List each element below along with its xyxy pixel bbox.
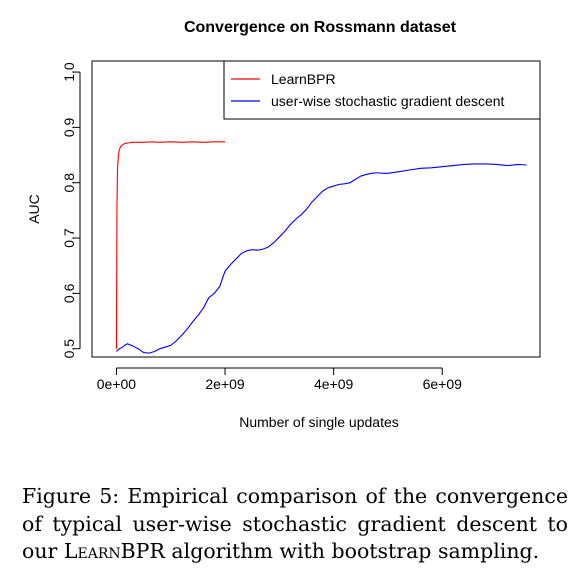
x-axis-label: Number of single updates xyxy=(239,414,399,430)
y-tick-label: 0.9 xyxy=(61,117,77,137)
y-tick-label: 0.7 xyxy=(61,228,77,248)
y-tick-label: 0.6 xyxy=(61,283,77,303)
x-axis: 0e+00 2e+09 4e+09 6e+09 xyxy=(97,367,463,392)
x-tick-label: 6e+09 xyxy=(423,376,463,392)
chart-title: Convergence on Rossmann dataset xyxy=(184,19,457,36)
legend-label: LearnBPR xyxy=(271,71,336,87)
legend-label: user-wise stochastic gradient descent xyxy=(271,93,505,109)
y-axis: 0.5 0.6 0.7 0.8 0.9 1.0 xyxy=(61,62,81,359)
legend-box xyxy=(223,60,541,120)
x-tick-label: 2e+09 xyxy=(205,376,245,392)
x-tick-label: 0e+00 xyxy=(97,376,137,392)
series-line-2 xyxy=(116,163,527,354)
y-tick-label: 1.0 xyxy=(61,62,77,82)
series-layer xyxy=(115,141,527,354)
legend: LearnBPR user-wise stochastic gradient de… xyxy=(223,60,541,120)
caption-algorithm-name: LearnBPR xyxy=(63,539,165,563)
figure-caption: Figure 5: Empirical comparison of the co… xyxy=(22,483,568,566)
caption-prefix: Figure 5: Empirical comparison of the co… xyxy=(22,484,568,563)
series-line-1 xyxy=(115,141,226,349)
caption-suffix: algorithm with bootstrap sampling. xyxy=(164,539,540,563)
convergence-chart: Convergence on Rossmann dataset 0.50.60.… xyxy=(26,19,541,430)
y-axis-label: AUC xyxy=(26,194,42,224)
y-tick-label: 0.8 xyxy=(61,173,77,193)
x-tick-label: 4e+09 xyxy=(314,376,354,392)
y-tick-label: 0.5 xyxy=(61,339,77,359)
